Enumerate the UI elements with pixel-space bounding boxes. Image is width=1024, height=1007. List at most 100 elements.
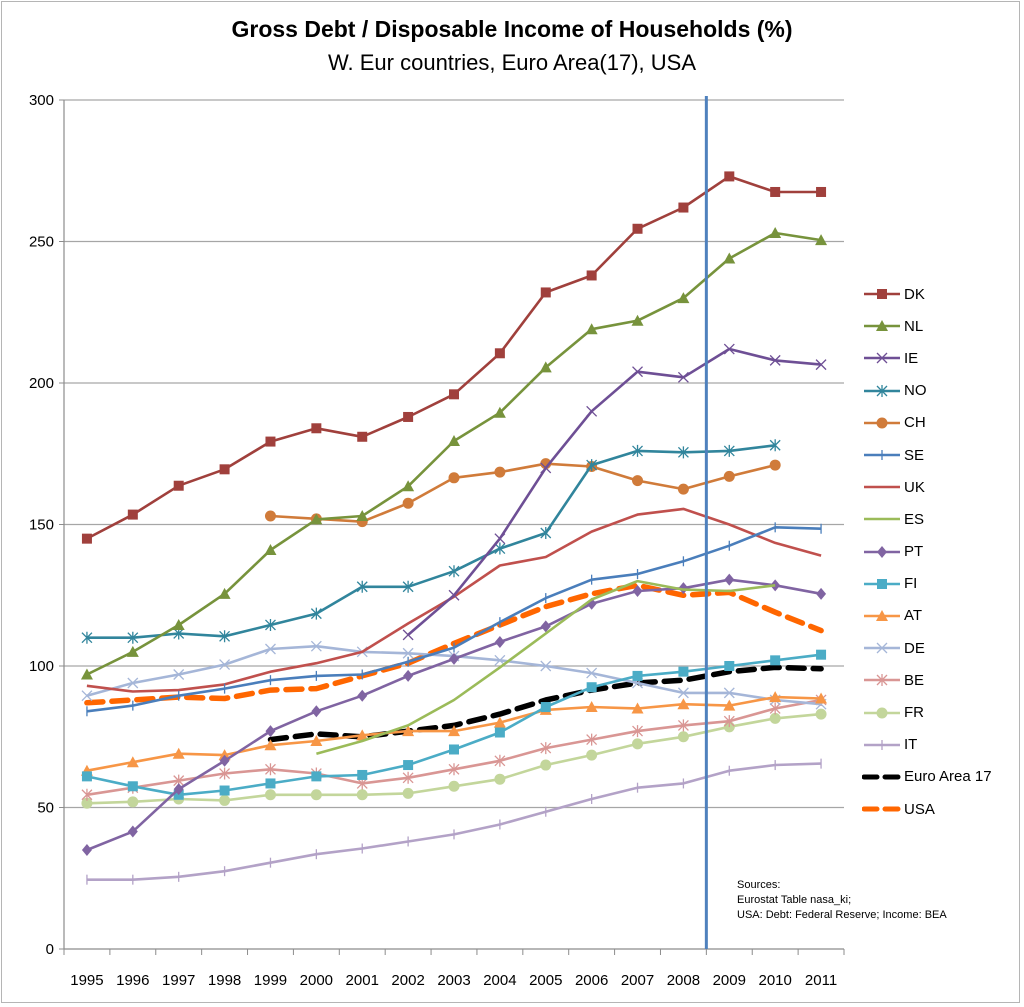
data-point-fi [494,727,505,738]
legend-swatch-icon [864,450,900,461]
data-point-be [494,754,506,767]
legend-swatch-icon [864,674,900,687]
chart-subtitle: W. Eur countries, Euro Area(17), USA [327,50,697,75]
x-tick-label: 1997 [162,972,195,989]
sources-line: Sources: [737,879,781,891]
legend-swatch-icon [864,353,900,364]
series-no [81,439,781,644]
data-point-ch [448,472,460,484]
data-point-ch [677,483,689,495]
data-point-ie [448,589,460,601]
data-point-ch [723,470,735,482]
data-point-nl [493,406,506,418]
data-point-ie [723,343,735,355]
legend-item-usa: USA [862,793,1022,825]
data-point-de [127,677,139,689]
series-nl [80,227,828,680]
series-line-no [86,444,776,639]
data-point-fi [724,661,735,671]
data-point-no [127,631,139,644]
x-axis-ticks: 1995 1996 1997 1998 1999 2000 2001 2002 2003 2004… [63,949,845,989]
data-point-pt [816,587,827,600]
data-point-be [265,763,276,776]
legend-swatch-icon [864,545,900,558]
data-point-at [126,756,139,768]
series-dk [81,171,827,544]
legend-swatch-icon [864,578,900,589]
sources-line: USA: Debt: Federal Reserve; Income: BEA [737,909,947,921]
data-point-dk [540,287,551,298]
data-point-pt [311,705,322,718]
series-line-ch [270,462,776,523]
data-point-no [632,444,643,457]
data-point-be [769,702,781,715]
y-tick-label: 0 [46,941,54,958]
legend-swatch-icon [864,518,900,521]
data-point-ch [402,497,414,509]
legend-item-dk: DK [862,278,1022,310]
x-tick-label: 2000 [300,972,333,989]
data-point-ie [815,359,827,371]
data-point-at [448,725,460,737]
data-point-at [264,739,277,751]
data-point-ch [632,475,644,487]
y-tick-label: 50 [37,800,54,817]
data-point-nl [356,510,369,522]
legend-item-it: IT [862,729,1022,761]
x-tick-label: 2004 [483,972,516,989]
data-point-no [265,618,276,631]
data-point-fr [769,712,781,724]
data-point-nl [80,668,93,680]
x-tick-label: 2010 [758,972,791,989]
series-line-ie [407,347,822,636]
data-point-pt [632,585,643,598]
data-point-no [677,446,689,459]
data-point-nl [585,323,598,335]
legend-swatch-icon [864,384,900,397]
legend-item-euro-area-17: Euro Area 17 [862,761,1022,793]
data-point-fi [311,771,322,782]
legend-item-pt: PT [862,536,1022,568]
data-point-no [723,444,735,457]
series-group [80,171,828,885]
legend-label: BE [904,671,925,689]
data-point-no [586,459,598,472]
legend-item-nl: NL [862,310,1022,342]
legend-label: DK [904,285,925,303]
legend-label: DE [904,639,925,657]
data-point-be [632,725,643,738]
data-point-be [402,771,414,784]
data-point-pt [678,582,689,595]
legend-swatch-icon [864,707,900,719]
legend-marker-icon [877,289,887,300]
data-point-fr [310,789,322,801]
legend-item-ie: IE [862,342,1022,374]
data-point-dk [403,411,414,422]
data-point-be [586,733,598,746]
data-point-at [631,702,644,714]
data-point-dk [632,223,643,234]
legend-swatch-icon [862,774,902,780]
legend-label: FR [904,704,924,722]
y-tick-label: 100 [29,658,54,675]
data-point-no [219,630,231,643]
data-point-fr [540,759,552,771]
data-point-dk [678,202,689,213]
data-point-fr [677,731,689,743]
legend-label: USA [904,800,935,818]
data-point-fr [127,796,139,808]
data-point-fi [357,769,368,780]
legend-marker-icon [876,320,888,332]
data-point-no [448,565,460,578]
data-point-at [769,691,782,703]
data-point-be [448,763,460,776]
series-at [80,691,828,776]
data-point-at [402,725,415,737]
data-point-no [310,607,322,620]
data-point-de [310,640,322,652]
x-tick-label: 2009 [713,972,746,989]
legend: DK NL IE NO CH SE UK ES PT FI AT DE BE FR IT Euro Area … [862,278,1022,825]
data-point-fr [81,797,93,809]
data-point-at [585,701,598,713]
data-point-be [677,719,689,732]
